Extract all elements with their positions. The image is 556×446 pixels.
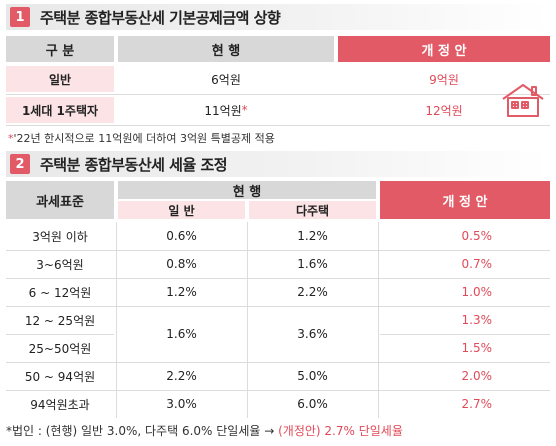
section1-header: 1 주택분 종합부동산세 기본공제금액 상향 — [6, 4, 550, 30]
note-mark: * — [8, 132, 14, 145]
row-current: 11억원 * — [118, 95, 334, 125]
deduction-table-header: 구 분 현 행 개 정 안 — [6, 34, 550, 64]
row-proposed: 9억원 — [429, 72, 459, 87]
header-current-general: 일 반 — [118, 201, 245, 219]
row-general: 3.0% — [166, 397, 197, 411]
row-multi: 6.0% — [297, 397, 328, 411]
section1-number: 1 — [10, 7, 30, 27]
row-multi: 2.2% — [297, 285, 328, 299]
row-current: 6억원 — [118, 64, 334, 94]
current-value: 11억원 — [204, 103, 242, 118]
row-general: 1.2% — [166, 285, 197, 299]
header-current-multi: 다주택 — [249, 201, 376, 219]
current-value: 6억원 — [211, 72, 241, 87]
row-base: 3억원 이하 — [32, 229, 88, 244]
header-current: 현 행 — [118, 181, 376, 200]
header-category: 구 분 — [6, 36, 114, 62]
header-proposed: 개 정 안 — [380, 181, 550, 219]
current-mark: * — [241, 103, 248, 117]
row-multi-merged: 3.6% — [297, 327, 328, 341]
row-base: 94억원초과 — [30, 397, 90, 412]
row-base: 50 ~ 94억원 — [24, 369, 96, 384]
header-proposed: 개 정 안 — [338, 36, 550, 62]
section2-note: *법인 : (현행) 일반 3.0%, 다주택 6.0% 단일세율 → (개정안… — [6, 422, 403, 439]
row-general: 0.8% — [166, 257, 197, 271]
tax-rate-table: 과세표준 현 행 일 반 다주택 개 정 안 3억원 이하 0.6% 1.2% … — [6, 180, 550, 418]
section2-header: 2 주택분 종합부동산세 세율 조정 — [6, 151, 550, 177]
table-row: 일반 6억원 9억원 — [6, 64, 550, 95]
row-label: 1세대 1주택자 — [6, 97, 114, 123]
row-multi: 1.2% — [297, 229, 328, 243]
section1-title: 주택분 종합부동산세 기본공제금액 상향 — [40, 8, 281, 27]
row-multi: 1.6% — [297, 257, 328, 271]
row-proposed: 0.5% — [461, 229, 493, 243]
note-highlight: (개정안) 2.7% 단일세율 — [278, 424, 403, 438]
row-general: 2.2% — [166, 369, 197, 383]
row-proposed: 1.0% — [461, 285, 493, 299]
row-label: 일반 — [6, 66, 114, 92]
row-proposed: 2.0% — [461, 369, 493, 383]
row-multi: 5.0% — [297, 369, 328, 383]
note-prefix: *법인 : (현행) 일반 3.0%, 다주택 6.0% 단일세율 → — [6, 424, 279, 438]
row-proposed: 12억원 — [425, 103, 463, 118]
row-general: 0.6% — [166, 229, 197, 243]
row-general-merged: 1.6% — [166, 327, 197, 341]
row-proposed: 1.3% — [461, 313, 493, 327]
row-proposed: 0.7% — [461, 257, 493, 271]
row-base: 6 ~ 12억원 — [28, 285, 92, 300]
section1-note: *'22년 한시적으로 11억원에 더하여 3억원 특별공제 적용 — [8, 130, 275, 146]
section2-number: 2 — [10, 154, 30, 174]
header-base: 과세표준 — [6, 181, 114, 219]
row-proposed: 1.5% — [461, 341, 493, 355]
row-base: 25~50억원 — [28, 341, 92, 356]
section2-title: 주택분 종합부동산세 세율 조정 — [40, 155, 228, 174]
table-row: 1세대 1주택자 11억원 * 12억원 — [6, 95, 550, 126]
row-proposed: 2.7% — [461, 397, 493, 411]
row-base: 12 ~ 25억원 — [24, 313, 96, 328]
header-current: 현 행 — [118, 36, 334, 62]
house-icon — [502, 84, 544, 117]
deduction-table: 구 분 현 행 개 정 안 일반 6억원 9억원 1세대 1주택자 11억원 * … — [6, 34, 550, 126]
note-text: '22년 한시적으로 11억원에 더하여 3억원 특별공제 적용 — [13, 132, 275, 145]
row-base: 3~6억원 — [36, 257, 84, 272]
